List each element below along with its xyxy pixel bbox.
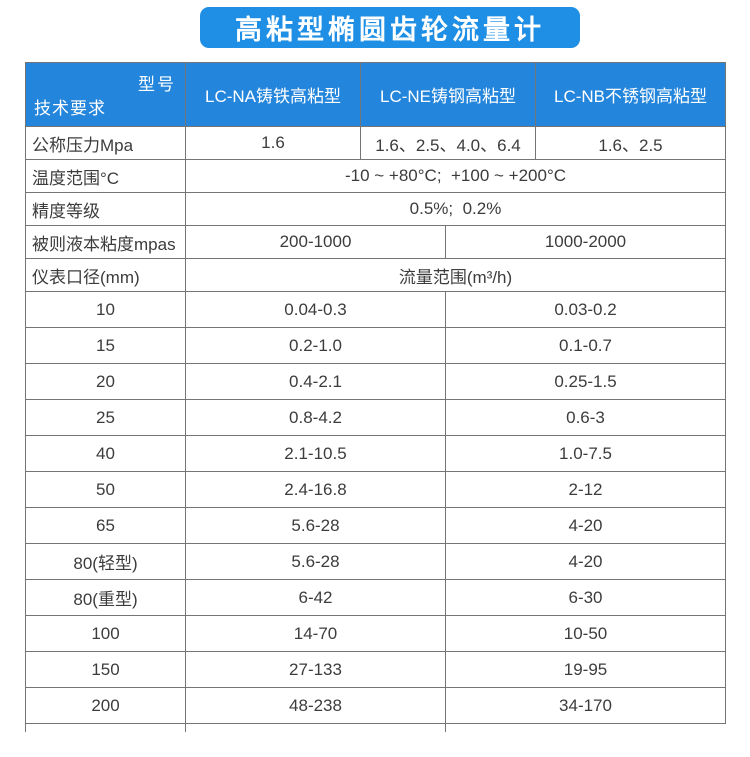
spec-table: 型号 技术要求 LC-NA铸铁高粘型 LC-NE铸钢高粘型 LC-NB不锈钢高粘…	[25, 62, 727, 724]
viscosity-low-cell: 200-1000	[185, 225, 446, 259]
flow-low-cell: 2.4-16.8	[185, 471, 446, 508]
cutoff-border-mid-col	[445, 724, 446, 732]
size-cell: 25	[25, 399, 186, 436]
pressure-row: 公称压力Mpa 1.6 1.6、2.5、4.0、6.4 1.6、2.5	[25, 126, 727, 160]
size-cell: 200	[25, 687, 186, 724]
model-header-lc-nb: LC-NB不锈钢高粘型	[535, 62, 727, 127]
corner-cell: 型号 技术要求	[25, 62, 186, 127]
pressure-na-cell: 1.6	[185, 126, 361, 160]
flow-low-cell: 0.04-0.3	[185, 291, 446, 328]
flow-high-cell: 0.03-0.2	[444, 291, 727, 328]
flow-high-cell: 34-170	[444, 687, 727, 724]
size-cell: 150	[25, 651, 186, 688]
flow-high-cell: 0.1-0.7	[444, 327, 727, 364]
flow-low-cell: 5.6-28	[185, 543, 446, 580]
flow-low-cell: 0.2-1.0	[185, 327, 446, 364]
size-cell: 65	[25, 507, 186, 544]
flow-row-25: 25 0.8-4.2 0.6-3	[25, 399, 727, 436]
accuracy-value-cell: 0.5%; 0.2%	[184, 192, 727, 226]
flow-row-40: 40 2.1-10.5 1.0-7.5	[25, 435, 727, 472]
row-label-temperature: 温度范围°C	[25, 159, 186, 193]
flow-high-cell: 0.25-1.5	[444, 363, 727, 400]
row-label-accuracy: 精度等级	[25, 192, 186, 226]
flow-high-cell: 10-50	[444, 615, 727, 652]
cutoff-border-label-col	[185, 724, 186, 732]
flow-row-10: 10 0.04-0.3 0.03-0.2	[25, 291, 727, 328]
viscosity-high-cell: 1000-2000	[444, 225, 727, 259]
flow-high-cell: 2-12	[444, 471, 727, 508]
size-cell: 10	[25, 291, 186, 328]
flow-high-cell: 1.0-7.5	[444, 435, 727, 472]
temperature-row: 温度范围°C -10 ~ +80°C; +100 ~ +200°C	[25, 159, 727, 193]
corner-label-requirements: 技术要求	[34, 99, 106, 118]
corner-label-model: 型号	[138, 75, 176, 94]
page-title: 高粘型椭圆齿轮流量计	[200, 7, 580, 48]
flow-range-header-cell: 流量范围(m³/h)	[184, 258, 727, 292]
flow-low-cell: 2.1-10.5	[185, 435, 446, 472]
flow-row-100: 100 14-70 10-50	[25, 615, 727, 652]
row-label-diameter: 仪表口径(mm)	[25, 258, 186, 292]
flow-high-cell: 0.6-3	[444, 399, 727, 436]
flow-low-cell: 5.6-28	[185, 507, 446, 544]
flow-row-150: 150 27-133 19-95	[25, 651, 727, 688]
flow-low-cell: 6-42	[185, 579, 446, 616]
flow-low-cell: 0.4-2.1	[185, 363, 446, 400]
viscosity-row: 被则液本粘度mpas 200-1000 1000-2000	[25, 225, 727, 259]
flow-row-80-heavy: 80(重型) 6-42 6-30	[25, 579, 727, 616]
flow-high-cell: 4-20	[444, 543, 727, 580]
flow-row-200: 200 48-238 34-170	[25, 687, 727, 724]
temperature-value-cell: -10 ~ +80°C; +100 ~ +200°C	[184, 159, 727, 193]
pressure-nb-cell: 1.6、2.5	[535, 126, 727, 160]
flow-high-cell: 6-30	[444, 579, 727, 616]
table-cutoff-row	[25, 724, 725, 732]
model-header-lc-na: LC-NA铸铁高粘型	[185, 62, 361, 127]
model-header-lc-ne: LC-NE铸钢高粘型	[359, 62, 537, 127]
model-header-row: 型号 技术要求 LC-NA铸铁高粘型 LC-NE铸钢高粘型 LC-NB不锈钢高粘…	[25, 62, 727, 127]
flow-row-50: 50 2.4-16.8 2-12	[25, 471, 727, 508]
size-cell: 50	[25, 471, 186, 508]
flow-row-80-light: 80(轻型) 5.6-28 4-20	[25, 543, 727, 580]
flow-row-65: 65 5.6-28 4-20	[25, 507, 727, 544]
pressure-ne-cell: 1.6、2.5、4.0、6.4	[359, 126, 537, 160]
flow-low-cell: 48-238	[185, 687, 446, 724]
row-label-viscosity: 被则液本粘度mpas	[25, 225, 186, 259]
flow-low-cell: 0.8-4.2	[185, 399, 446, 436]
flow-row-20: 20 0.4-2.1 0.25-1.5	[25, 363, 727, 400]
diameter-row: 仪表口径(mm) 流量范围(m³/h)	[25, 258, 727, 292]
size-cell: 20	[25, 363, 186, 400]
spec-table-wrap: 型号 技术要求 LC-NA铸铁高粘型 LC-NE铸钢高粘型 LC-NB不锈钢高粘…	[25, 62, 727, 724]
size-cell: 80(轻型)	[25, 543, 186, 580]
size-cell: 100	[25, 615, 186, 652]
flow-low-cell: 14-70	[185, 615, 446, 652]
size-cell: 40	[25, 435, 186, 472]
cutoff-border-left	[25, 724, 26, 732]
flow-low-cell: 27-133	[185, 651, 446, 688]
size-cell: 15	[25, 327, 186, 364]
row-label-pressure: 公称压力Mpa	[25, 126, 186, 160]
accuracy-row: 精度等级 0.5%; 0.2%	[25, 192, 727, 226]
flow-row-15: 15 0.2-1.0 0.1-0.7	[25, 327, 727, 364]
flow-high-cell: 19-95	[444, 651, 727, 688]
flow-high-cell: 4-20	[444, 507, 727, 544]
size-cell: 80(重型)	[25, 579, 186, 616]
